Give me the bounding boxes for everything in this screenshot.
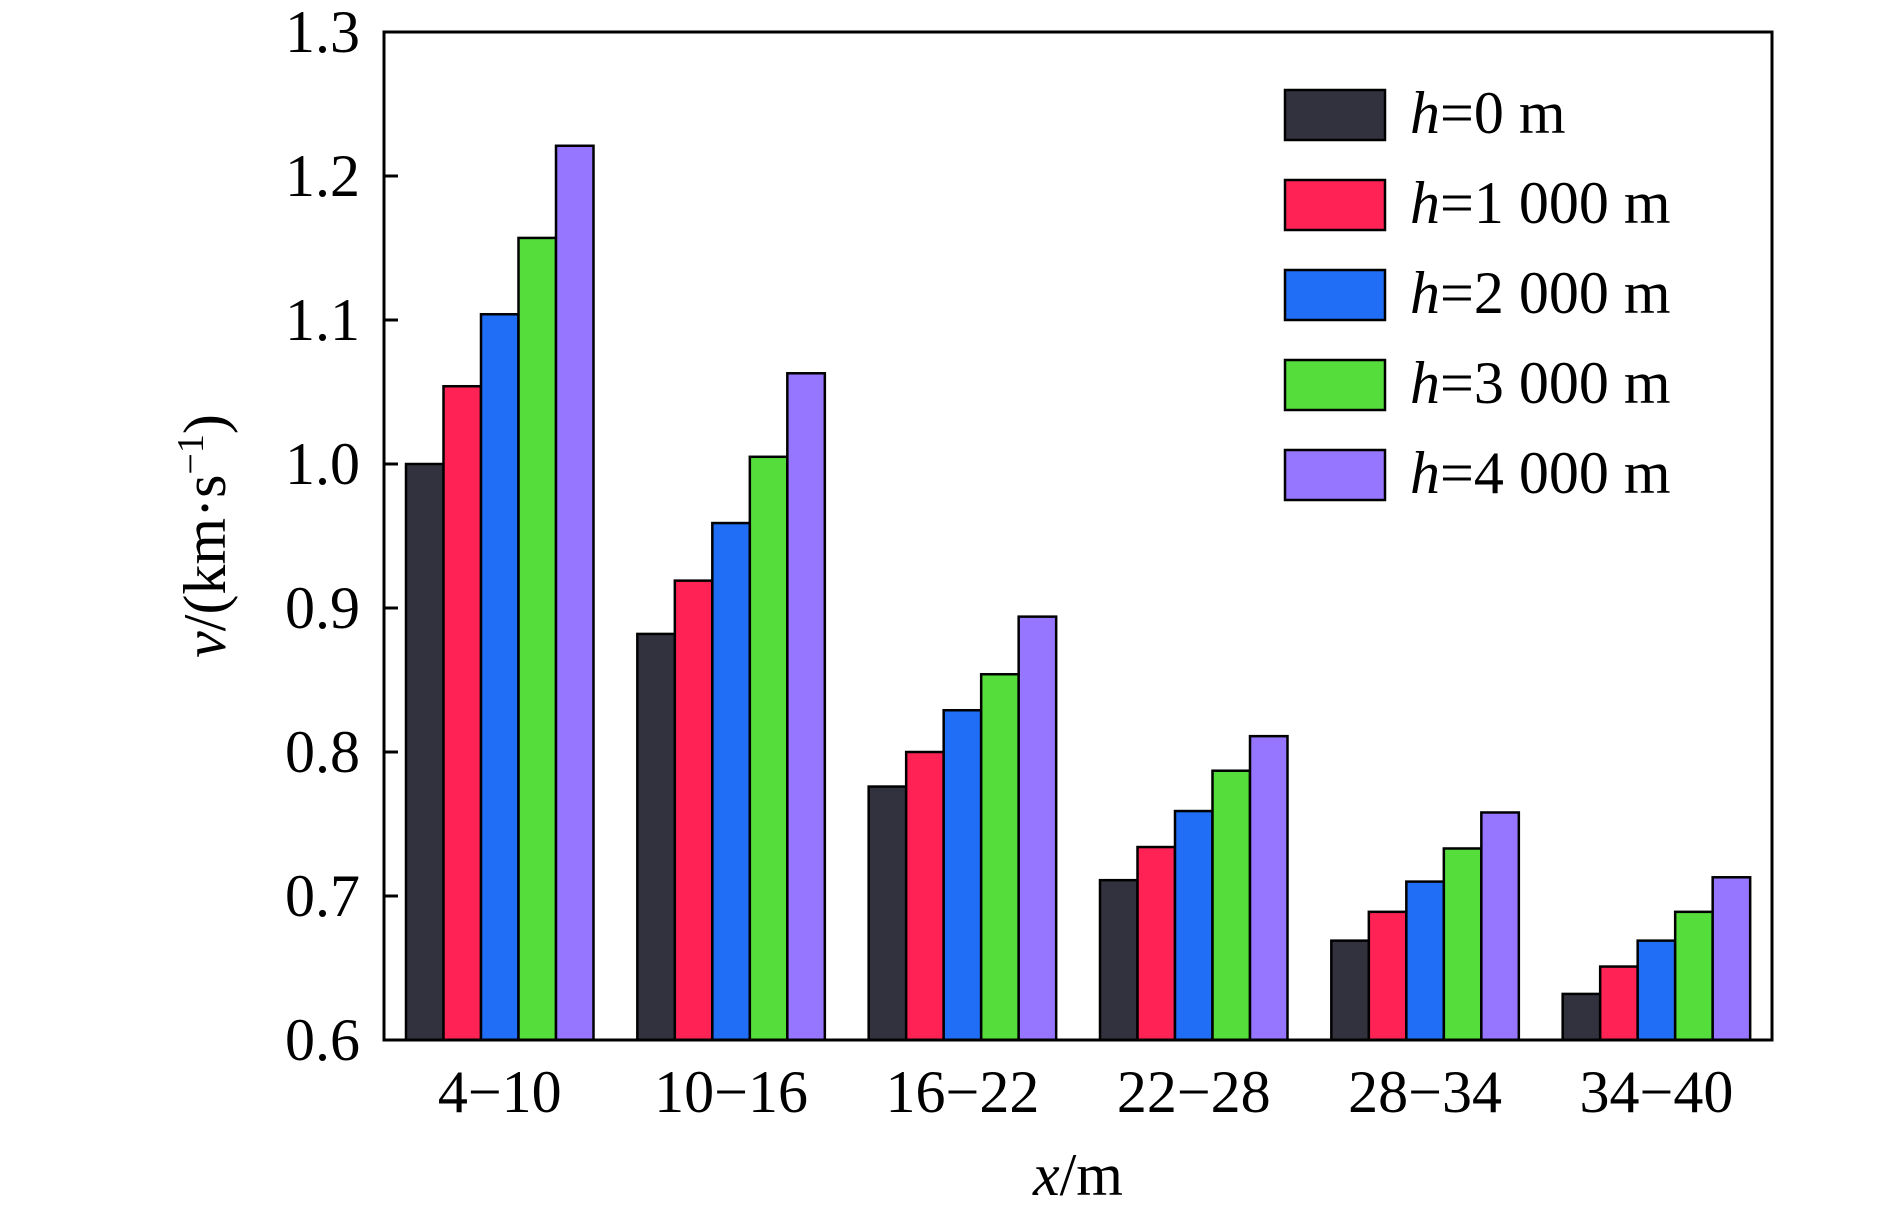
legend-label: h=2 000 m xyxy=(1410,260,1671,326)
x-tick-label: 34−40 xyxy=(1579,1059,1733,1125)
bar-h2000m-4 xyxy=(1405,880,1446,1042)
bar-h4000m-2 xyxy=(1017,615,1058,1042)
y-axis-title: v/(km·s−1) xyxy=(170,414,238,658)
x-axis-title-unit: /m xyxy=(1060,1142,1123,1208)
legend-swatch xyxy=(1283,448,1387,502)
bar-h0m-4 xyxy=(1330,939,1371,1042)
bar-h1000m-3 xyxy=(1136,845,1177,1042)
bar-h1000m-4 xyxy=(1367,910,1408,1042)
bar-h3000m-5 xyxy=(1673,910,1714,1042)
bar-h2000m-5 xyxy=(1636,939,1677,1042)
legend-swatch xyxy=(1283,358,1387,412)
x-tick-label: 10−16 xyxy=(654,1059,808,1125)
legend-swatch xyxy=(1283,178,1387,232)
bar-h3000m-0 xyxy=(517,236,558,1042)
y-axis-title-close: ) xyxy=(172,414,238,434)
bar-h1000m-0 xyxy=(442,384,483,1042)
bar-h2000m-3 xyxy=(1173,809,1214,1042)
legend-swatch xyxy=(1283,268,1387,322)
y-tick-label: 0.6 xyxy=(285,1007,360,1073)
plot-frame xyxy=(382,30,1774,1042)
y-axis-title-exponent: −1 xyxy=(170,434,212,474)
legend: h=0 m h=1 000 m h=2 000 m h=3 000 m h=4 000 … xyxy=(1283,80,1671,506)
y-axis-title-unit: /(km·s xyxy=(172,475,238,632)
bar-h4000m-1 xyxy=(786,372,827,1042)
x-axis-title: x/m xyxy=(1032,1142,1123,1208)
x-axis-title-var: x xyxy=(1032,1142,1060,1208)
legend-label: h=4 000 m xyxy=(1410,440,1671,506)
bar-h4000m-5 xyxy=(1711,876,1752,1042)
bar-h2000m-2 xyxy=(942,708,983,1042)
bar-h4000m-3 xyxy=(1248,734,1289,1042)
legend-label: h=1 000 m xyxy=(1410,170,1671,236)
bar-h4000m-0 xyxy=(554,144,595,1042)
bar-h3000m-4 xyxy=(1442,847,1483,1042)
bar-h1000m-5 xyxy=(1598,965,1639,1042)
x-tick-label: 16−22 xyxy=(885,1059,1039,1125)
bar-h1000m-2 xyxy=(904,750,945,1042)
legend-swatch xyxy=(1283,88,1387,142)
bar-h3000m-2 xyxy=(979,672,1020,1042)
y-tick-label: 1.0 xyxy=(285,431,360,497)
bar-h0m-3 xyxy=(1098,878,1139,1042)
legend-label: h=0 m xyxy=(1410,80,1566,146)
y-tick-label: 1.3 xyxy=(285,0,360,65)
y-axis: 0.6 0.7 0.8 0.9 1.0 1.1 1.2 1.3 xyxy=(285,0,398,1073)
x-tick-label: 28−34 xyxy=(1348,1059,1502,1125)
y-axis-title-var: v xyxy=(172,631,238,658)
bar-h3000m-1 xyxy=(748,455,789,1042)
bar-h0m-0 xyxy=(404,462,445,1042)
bar-h0m-5 xyxy=(1561,992,1602,1042)
x-tick-label: 4−10 xyxy=(438,1059,562,1125)
legend-label: h=3 000 m xyxy=(1410,350,1671,416)
y-tick-label: 0.8 xyxy=(285,719,360,785)
bar-h4000m-4 xyxy=(1480,811,1521,1042)
bar-h0m-1 xyxy=(636,632,677,1042)
x-tick-label: 22−28 xyxy=(1117,1059,1271,1125)
y-tick-label: 1.2 xyxy=(285,143,360,209)
bar-h2000m-0 xyxy=(479,312,520,1042)
bar-h2000m-1 xyxy=(711,521,752,1042)
y-tick-label: 0.9 xyxy=(285,575,360,641)
bar-h3000m-3 xyxy=(1211,769,1252,1042)
bars-layer xyxy=(404,144,1752,1042)
y-tick-label: 1.1 xyxy=(285,287,360,353)
bar-h0m-2 xyxy=(867,785,908,1042)
x-axis: 4−10 10−16 16−22 22−28 28−34 34−40 xyxy=(438,1059,1734,1125)
bar-h1000m-1 xyxy=(673,579,714,1042)
y-tick-label: 0.7 xyxy=(285,863,360,929)
